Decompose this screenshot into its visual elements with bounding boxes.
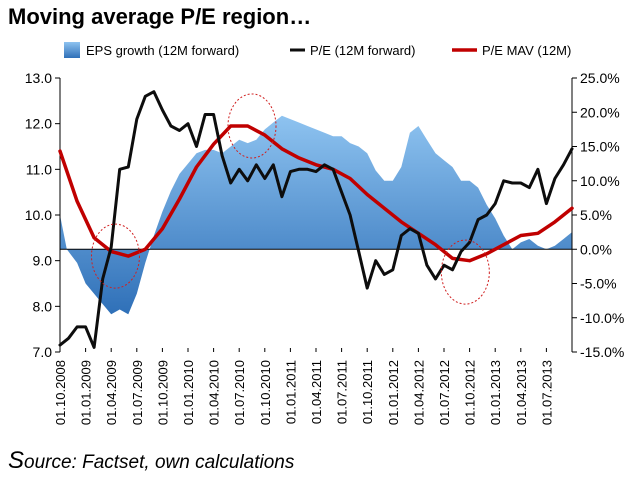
left-axis-tick-label: 10.0 [25,207,52,223]
x-axis-tick-label: 01.10.2008 [53,360,68,425]
x-axis-tick-label: 01.01.2010 [181,360,196,425]
x-axis-tick-label: 01.04.2010 [207,360,222,425]
right-axis-tick-label: -5.0% [580,276,617,292]
x-axis-tick-label: 01.04.2012 [411,360,426,425]
x-axis-tick-label: 01.01.2013 [488,360,503,425]
x-axis-tick-label: 01.01.2009 [79,360,94,425]
page-title: Moving average P/E region… [8,4,312,29]
x-axis-tick-label: 01.07.2013 [539,360,554,425]
pe-line [58,90,574,349]
source-text: ource: Factset, own calculations [24,452,295,473]
right-axis-tick-label: 5.0% [580,207,612,223]
legend-label-mav: P/E MAV (12M) [482,43,571,58]
x-axis-tick-label: 01.10.2009 [155,360,170,425]
x-axis-tick-label: 01.04.2009 [104,360,119,425]
right-axis-tick-label: 0.0% [580,241,612,257]
x-axis-tick-label: 01.07.2010 [232,360,247,425]
pe-mav-line [58,124,574,263]
left-axis-tick-label: 12.0 [25,116,52,132]
source-note: Source: Factset, own calculations [8,447,294,475]
left-axis-tick-label: 7.0 [33,344,53,360]
legend-label-pe: P/E (12M forward) [310,43,415,58]
right-axis-tick-label: -10.0% [580,310,624,326]
left-axis-tick-label: 9.0 [33,253,53,269]
highlight-circle [227,93,277,159]
right-axis-tick-label: -15.0% [580,344,624,360]
highlight-circle [440,239,490,305]
x-axis-tick-label: 01.10.2012 [463,360,478,425]
x-axis-tick-label: 01.07.2011 [335,360,350,424]
right-axis-tick-label: 20.0% [580,104,620,120]
source-initial: S [8,447,25,474]
x-axis-tick-label: 01.01.2012 [386,360,401,425]
x-axis-tick-label: 01.04.2011 [309,360,324,424]
legend-label-eps: EPS growth (12M forward) [86,43,239,58]
x-axis-tick-label: 01.10.2011 [360,360,375,424]
x-axis-tick-label: 01.07.2012 [437,360,452,425]
left-axis-tick-label: 13.0 [25,70,52,86]
x-axis-tick-label: 01.01.2011 [283,360,298,424]
left-axis-tick-label: 11.0 [26,161,52,177]
x-axis-tick-label: 01.04.2013 [514,360,529,425]
right-axis-tick-label: 15.0% [580,139,620,155]
right-axis-tick-label: 10.0% [580,173,620,189]
right-axis-tick-label: 25.0% [580,70,620,86]
left-axis-tick-label: 8.0 [33,298,53,314]
highlight-circle [90,223,140,289]
x-axis-tick-label: 01.10.2010 [258,360,273,425]
eps-growth-area [60,115,572,315]
legend-swatch-eps [64,42,80,58]
x-axis-tick-label: 01.07.2009 [130,360,145,425]
